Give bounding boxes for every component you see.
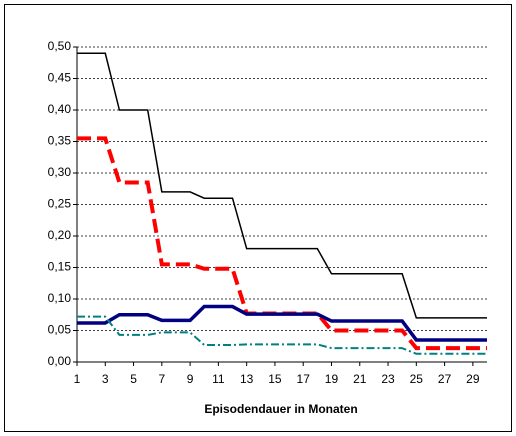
series-line [77,136,487,351]
y-tick-label: 0,25 [48,197,72,211]
x-tick-label: 25 [410,372,424,386]
y-tick-label: 0,35 [48,134,72,148]
x-tick-label: 21 [353,372,367,386]
y-tick-label: 0,15 [48,260,72,274]
chart-border [4,4,512,432]
x-tick-label: 3 [102,372,109,386]
x-tick-label: 19 [325,372,339,386]
y-tick-label: 0,05 [48,323,72,337]
series-line [77,315,487,355]
y-tick-label: 0,20 [48,228,72,242]
x-tick-label: 29 [466,372,480,386]
x-tick-label: 17 [297,372,311,386]
y-tick-label: 0,00 [48,354,72,368]
y-tick-label: 0,30 [48,165,72,179]
x-tick-label: 9 [187,372,194,386]
series-line [77,304,487,342]
x-tick-label: 15 [268,372,282,386]
x-axis-label: Episodendauer in Monaten [204,402,357,416]
x-tick-label: 7 [158,372,165,386]
x-tick-label: 23 [381,372,395,386]
x-tick-label: 5 [130,372,137,386]
y-tick-label: 0,10 [48,291,72,305]
x-tick-label: 1 [74,372,81,386]
x-tick-label: 11 [212,372,225,386]
y-tick-label: 0,45 [48,71,72,85]
y-tick-label: 0,40 [48,102,72,116]
y-tick-label: 0,50 [48,39,72,53]
x-tick-label: 27 [438,372,452,386]
series-line [77,52,487,319]
x-tick-label: 13 [240,372,254,386]
